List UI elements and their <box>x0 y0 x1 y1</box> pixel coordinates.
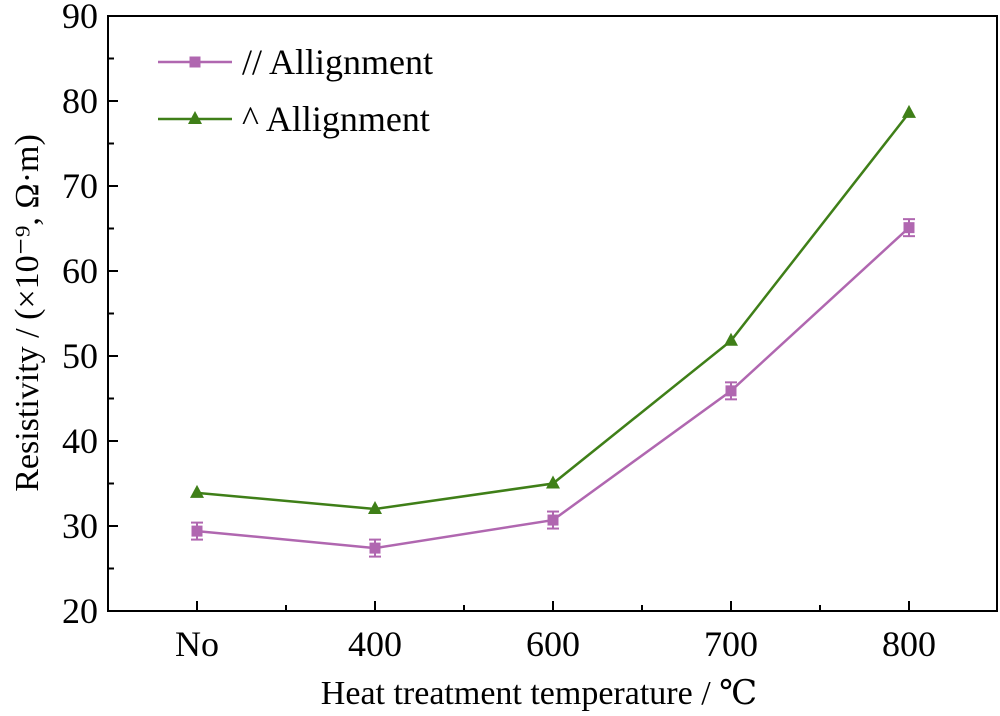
series-1 <box>191 218 915 558</box>
y-tick-label: 70 <box>62 166 98 206</box>
series-1-line <box>196 226 910 550</box>
data-point <box>725 385 737 397</box>
data-point <box>903 222 915 234</box>
y-tick-label: 20 <box>62 591 98 631</box>
data-point <box>369 542 381 554</box>
y-tick-label: 40 <box>62 421 98 461</box>
legend-marker <box>189 56 201 68</box>
x-tick-label: 400 <box>348 624 402 664</box>
legend-label: // Allignment <box>242 42 433 82</box>
data-point <box>191 525 203 537</box>
legend-item-1: // Allignment <box>158 42 433 82</box>
legend-item-2: ^ Allignment <box>158 99 430 139</box>
x-tick-label: 700 <box>704 624 758 664</box>
x-axis-title: Heat treatment temperature / ℃ <box>321 675 757 712</box>
x-tick-label: 600 <box>526 624 580 664</box>
x-tick-label: 800 <box>882 624 936 664</box>
data-point <box>546 475 560 489</box>
y-tick-label: 90 <box>62 0 98 36</box>
legend: // Allignment ^ Allignment <box>158 42 433 139</box>
data-point <box>724 332 738 346</box>
axis-ticks: 20 30 40 50 60 70 80 90 No 400 600 700 800 <box>62 0 936 664</box>
data-point <box>368 501 382 514</box>
y-tick-label: 60 <box>62 251 98 291</box>
y-axis-title: Resistivity / (×10⁻⁹, Ω·m) <box>9 134 46 492</box>
legend-label: ^ Allignment <box>242 99 430 139</box>
x-tick-label: No <box>175 624 219 664</box>
data-point <box>190 484 204 498</box>
y-tick-label: 30 <box>62 506 98 546</box>
series-2-line <box>196 112 910 511</box>
y-tick-label: 50 <box>62 336 98 376</box>
data-point <box>547 514 559 526</box>
data-point <box>902 104 916 118</box>
y-tick-label: 80 <box>62 81 98 121</box>
legend-marker <box>188 111 202 124</box>
series-2 <box>190 104 916 514</box>
series-layer <box>190 104 916 558</box>
